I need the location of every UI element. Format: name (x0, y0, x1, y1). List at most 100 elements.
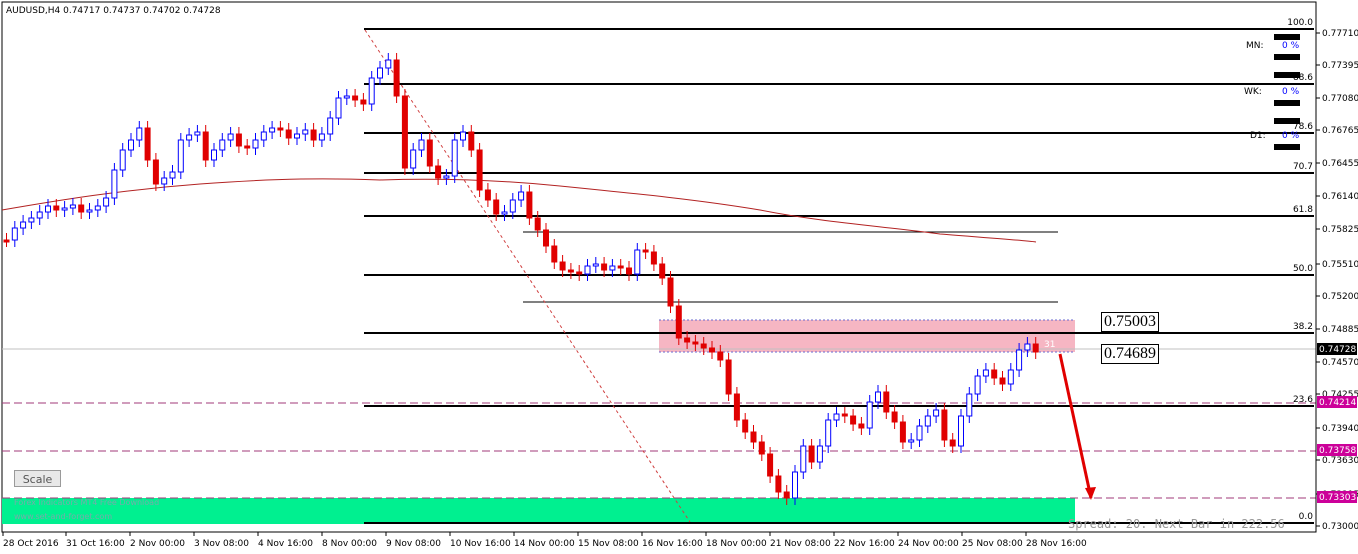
candle-body (318, 133, 325, 141)
candle-body (601, 263, 608, 271)
candle-body (377, 67, 383, 79)
candle-body (493, 199, 500, 215)
candle-body (393, 59, 400, 97)
candle-body (1024, 343, 1031, 351)
current-price-badge (1317, 343, 1357, 355)
price-tick-label: 0.76455 (1322, 159, 1358, 169)
candle-body (924, 415, 931, 427)
d1-value: 0 % (1282, 131, 1300, 141)
candle-body (825, 419, 832, 447)
candle-body (659, 263, 666, 279)
price-tick-label: 0.77710 (1322, 29, 1358, 39)
price-tick-label: 0.73000 (1322, 522, 1358, 532)
candle-body (360, 99, 367, 105)
time-tick-label: 8 Nov 00:00 (322, 539, 377, 549)
candle-body (584, 265, 591, 275)
candle-body (211, 149, 217, 161)
scale-button[interactable]: Scale (14, 470, 61, 487)
candle-body (808, 445, 815, 463)
fib-level-label: 38.2 (1293, 322, 1313, 332)
candle-body (94, 205, 101, 211)
candle-body (733, 393, 740, 421)
candle-body (103, 197, 110, 207)
fib-level-label: 50.0 (1293, 264, 1313, 274)
d1-bar-bottom (1274, 144, 1300, 150)
fib-level-label: 78.6 (1293, 122, 1313, 132)
candle-body (352, 95, 359, 101)
time-tick-label: 10 Nov 16:00 (450, 539, 511, 549)
marker-price-badge-3 (1317, 491, 1357, 503)
price-tick-label: 0.73630 (1322, 456, 1358, 466)
candle-body (119, 149, 126, 171)
time-tick-label: 31 Oct 16:00 (66, 539, 125, 549)
time-tick-label: 25 Nov 08:00 (962, 539, 1023, 549)
price-axis-labels: 0.77710 0.77395 0.77080 0.76765 0.76455 0.761… (1316, 29, 1358, 532)
candle-body (269, 127, 276, 133)
candle-body (161, 177, 168, 185)
candle-body (468, 131, 475, 151)
fib-level-label: 70.7 (1293, 162, 1313, 172)
time-tick-label: 9 Nov 08:00 (386, 539, 441, 549)
bar-counter: 31 (1044, 340, 1055, 350)
fibonacci-lines (364, 28, 1314, 524)
candle-body (642, 249, 649, 253)
marker-price-badge-2 (1317, 444, 1357, 456)
candle-body (816, 445, 823, 463)
candle-body (966, 393, 973, 417)
candle-body (443, 175, 450, 179)
candle-body (933, 409, 940, 417)
candle-body (958, 415, 964, 447)
candle-body (202, 131, 209, 161)
candle-body (841, 413, 848, 417)
candle-body (709, 347, 715, 353)
wk-value: 0 % (1282, 87, 1300, 97)
time-tick-label: 2 Nov 00:00 (130, 539, 185, 549)
candle-body (883, 391, 890, 413)
spread-status: Spread: 20. Next Bar in 222.56 (1068, 517, 1285, 531)
price-tick-label: 0.74255 (1322, 390, 1358, 400)
fib-level-label: 100.0 (1287, 18, 1313, 28)
d1-label: D1: (1250, 131, 1266, 141)
candle-body (69, 204, 76, 209)
candle-body (418, 139, 425, 151)
candle-body (667, 277, 674, 307)
candle-body (310, 129, 317, 141)
candle-body (260, 131, 267, 141)
fib-level-label: 61.8 (1293, 205, 1313, 215)
marker-price-badge-1 (1317, 396, 1357, 408)
symbol-info: AUDUSD,H4 0.74717 0.74737 0.74702 0.7472… (6, 6, 221, 16)
candle-body (78, 204, 85, 213)
candle-body (128, 139, 134, 151)
candle-body (144, 127, 151, 161)
time-tick-label: 28 Nov 16:00 (1026, 539, 1087, 549)
candle-body (28, 217, 35, 223)
candle-body (227, 133, 234, 141)
current-price-text: 0.74728 (1319, 345, 1356, 355)
candle-body (576, 271, 583, 275)
candle-body (758, 441, 765, 455)
candle-body (385, 59, 392, 69)
candle-body (692, 341, 699, 345)
time-tick-label: 4 Nov 16:00 (258, 539, 313, 549)
candle-body (999, 377, 1006, 385)
candle-body (169, 171, 176, 179)
candle-body (1032, 343, 1039, 353)
candle-body (476, 149, 483, 191)
candle-body (551, 245, 558, 263)
candle-body (3, 239, 10, 243)
candle-body (509, 199, 516, 213)
price-tick-label: 0.75825 (1322, 225, 1358, 235)
fibonacci-labels: 100.0 88.6 78.6 70.7 61.8 50.0 38.2 23.6 0.0 (1287, 18, 1313, 522)
candle-body (368, 77, 375, 105)
candle-body (543, 229, 549, 247)
candle-body (186, 134, 193, 141)
time-tick-label: 16 Nov 16:00 (642, 539, 703, 549)
candle-body (36, 211, 43, 219)
price-tick-label: 0.75510 (1322, 260, 1358, 270)
zone-upper-label: 0.75003 (1101, 312, 1159, 332)
time-tick-label: 3 Nov 08:00 (194, 539, 249, 549)
mn-value: 0 % (1282, 41, 1300, 51)
candle-body (941, 409, 948, 441)
time-tick-label: 15 Nov 08:00 (578, 539, 639, 549)
